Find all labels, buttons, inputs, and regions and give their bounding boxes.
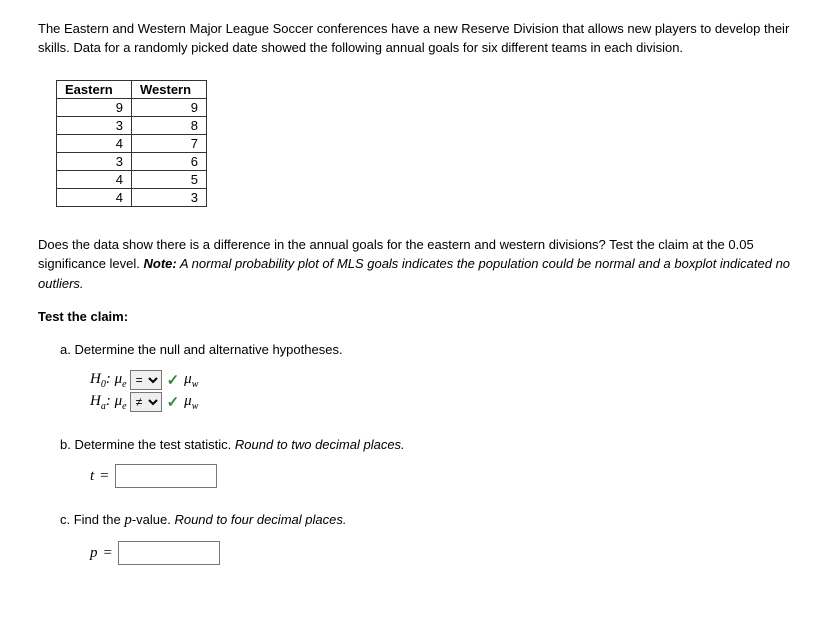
- table-row: 47: [57, 134, 207, 152]
- ha-symbol: Ha: μe: [90, 393, 127, 412]
- part-c: c. Find the p-value. Round to four decim…: [60, 512, 798, 565]
- table-cell: 3: [132, 188, 207, 206]
- t-variable: t: [90, 468, 94, 485]
- part-c-label: c. Find the p-value. Round to four decim…: [60, 512, 798, 529]
- intro-text: The Eastern and Western Major League Soc…: [38, 20, 798, 58]
- col-header-eastern: Eastern: [57, 80, 132, 98]
- equals-sign: =: [104, 545, 112, 562]
- check-icon: ✓: [167, 371, 180, 389]
- part-b-label: b. Determine the test statistic. Round t…: [60, 437, 798, 452]
- table-cell: 4: [57, 134, 132, 152]
- col-header-western: Western: [132, 80, 207, 98]
- table-cell: 4: [57, 188, 132, 206]
- part-a: a. Determine the null and alternative hy…: [60, 342, 798, 413]
- table-row: 36: [57, 152, 207, 170]
- table-cell: 8: [132, 116, 207, 134]
- table-cell: 9: [57, 98, 132, 116]
- table-row: 38: [57, 116, 207, 134]
- test-claim-heading: Test the claim:: [38, 309, 798, 324]
- part-b: b. Determine the test statistic. Round t…: [60, 437, 798, 488]
- table-row: 99: [57, 98, 207, 116]
- table-cell: 3: [57, 116, 132, 134]
- equals-sign: =: [100, 468, 108, 485]
- h0-symbol: H0: μe: [90, 371, 127, 390]
- table-cell: 3: [57, 152, 132, 170]
- ha-mu-w: μw: [184, 393, 198, 412]
- p-value-input[interactable]: [118, 541, 220, 565]
- note-label: Note:: [144, 256, 177, 271]
- h0-relation-select[interactable]: =≠<>: [130, 370, 162, 390]
- null-hypothesis-line: H0: μe =≠<> ✓ μw: [90, 369, 798, 391]
- table-cell: 6: [132, 152, 207, 170]
- table-row: 45: [57, 170, 207, 188]
- part-a-label: a. Determine the null and alternative hy…: [60, 342, 798, 357]
- question-paragraph: Does the data show there is a difference…: [38, 235, 798, 294]
- alt-hypothesis-line: Ha: μe =≠<> ✓ μw: [90, 391, 798, 413]
- table-row: 43: [57, 188, 207, 206]
- ha-relation-select[interactable]: =≠<>: [130, 392, 162, 412]
- data-table: Eastern Western 993847364543: [56, 80, 207, 207]
- check-icon: ✓: [167, 393, 180, 411]
- table-cell: 7: [132, 134, 207, 152]
- table-header-row: Eastern Western: [57, 80, 207, 98]
- t-stat-input[interactable]: [115, 464, 217, 488]
- table-cell: 9: [132, 98, 207, 116]
- table-cell: 4: [57, 170, 132, 188]
- table-cell: 5: [132, 170, 207, 188]
- p-variable: p: [90, 545, 98, 562]
- h0-mu-w: μw: [184, 371, 198, 390]
